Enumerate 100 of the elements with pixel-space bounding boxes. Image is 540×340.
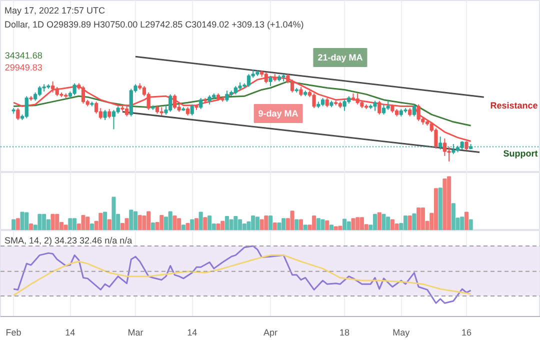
bar (68, 218, 72, 230)
bar (334, 226, 338, 230)
bar (408, 216, 412, 230)
x-tick-label: Apr (263, 328, 278, 338)
bar (434, 188, 438, 230)
x-tick-label: Mar (128, 328, 144, 338)
bar (294, 219, 299, 230)
bar (81, 214, 86, 230)
bar (234, 216, 238, 230)
bar (186, 223, 190, 230)
bar (102, 212, 108, 230)
bar (133, 211, 138, 230)
bar (194, 218, 198, 230)
bar (160, 214, 164, 230)
bar (468, 219, 473, 230)
candlestick (16, 108, 20, 121)
bar (181, 224, 186, 230)
bar (203, 217, 208, 230)
bar (98, 212, 103, 230)
annotation: Support (503, 148, 538, 158)
bar (208, 216, 212, 230)
bar (320, 219, 325, 230)
bar (107, 219, 112, 230)
bar (216, 224, 220, 230)
annotation: 9-day MA (258, 108, 299, 118)
candlestick (108, 108, 112, 119)
bar (138, 214, 142, 230)
bar (64, 224, 68, 230)
candlestick (386, 100, 390, 110)
candlestick (72, 82, 76, 96)
bar (112, 196, 116, 230)
x-tick-label: Feb (6, 328, 22, 338)
candlestick (416, 104, 420, 122)
bar (28, 224, 34, 230)
bar (38, 214, 42, 230)
bar (438, 188, 442, 230)
chart-title: SMA, 14, 2) 34.23 32.46 n/a n/a (4, 236, 132, 246)
bar (50, 214, 55, 230)
bar (12, 219, 16, 230)
bar (303, 224, 308, 230)
bar (372, 214, 378, 230)
bar (16, 218, 20, 230)
bar (346, 221, 351, 230)
candlestick (103, 109, 107, 121)
chart-title: May 17, 2022 17:57 UTC (4, 6, 106, 16)
bar (268, 216, 273, 230)
text: 34341.68 (4, 50, 42, 60)
bar (229, 219, 234, 230)
candlestick (24, 96, 28, 119)
bar (129, 210, 134, 230)
bar (342, 218, 347, 230)
bar (238, 219, 242, 230)
candlestick (447, 146, 451, 162)
bar (150, 222, 155, 230)
candlestick (382, 104, 386, 116)
bar (416, 207, 421, 230)
bar (403, 216, 408, 230)
bar (90, 224, 94, 230)
candlestick (124, 106, 129, 117)
bar (168, 211, 172, 230)
candlestick (199, 97, 203, 110)
bar (394, 224, 399, 230)
bar (329, 224, 334, 230)
bar (412, 213, 416, 230)
bar (351, 218, 356, 230)
candlestick (246, 74, 251, 88)
bar (272, 222, 277, 230)
candlestick (299, 86, 303, 97)
candlestick (50, 80, 55, 93)
candlestick (325, 97, 329, 108)
x-tick-label: 16 (461, 328, 472, 338)
x-tick-label: 14 (65, 328, 76, 338)
candlestick (373, 100, 377, 112)
x-tick-label: 18 (340, 328, 350, 338)
candlestick (81, 86, 86, 104)
candlestick (378, 100, 382, 116)
annotation: Resistance (490, 100, 538, 110)
bar (277, 222, 282, 230)
bar (464, 212, 468, 230)
bar (325, 220, 330, 230)
candlestick (146, 92, 150, 110)
candlestick (412, 104, 416, 117)
bar (290, 210, 294, 230)
candlestick (290, 79, 294, 93)
candlestick (225, 90, 229, 102)
candlestick (208, 94, 212, 105)
bar (260, 219, 264, 230)
bar (24, 212, 29, 230)
bar (172, 216, 177, 230)
x-tick-label: 14 (187, 328, 198, 338)
bar (298, 219, 304, 230)
text: 21-day MA (318, 52, 364, 62)
candlestick (268, 75, 272, 87)
candlestick (312, 92, 316, 109)
chart-subtitle: Dollar, 1D O29839.89 H30750.00 L29742.85 C30149.02 +309.13 (+1.04%) (4, 20, 304, 30)
bar (20, 212, 24, 230)
candlestick (94, 101, 98, 114)
bar (198, 212, 203, 230)
bar (255, 216, 260, 230)
candlestick (342, 99, 346, 112)
